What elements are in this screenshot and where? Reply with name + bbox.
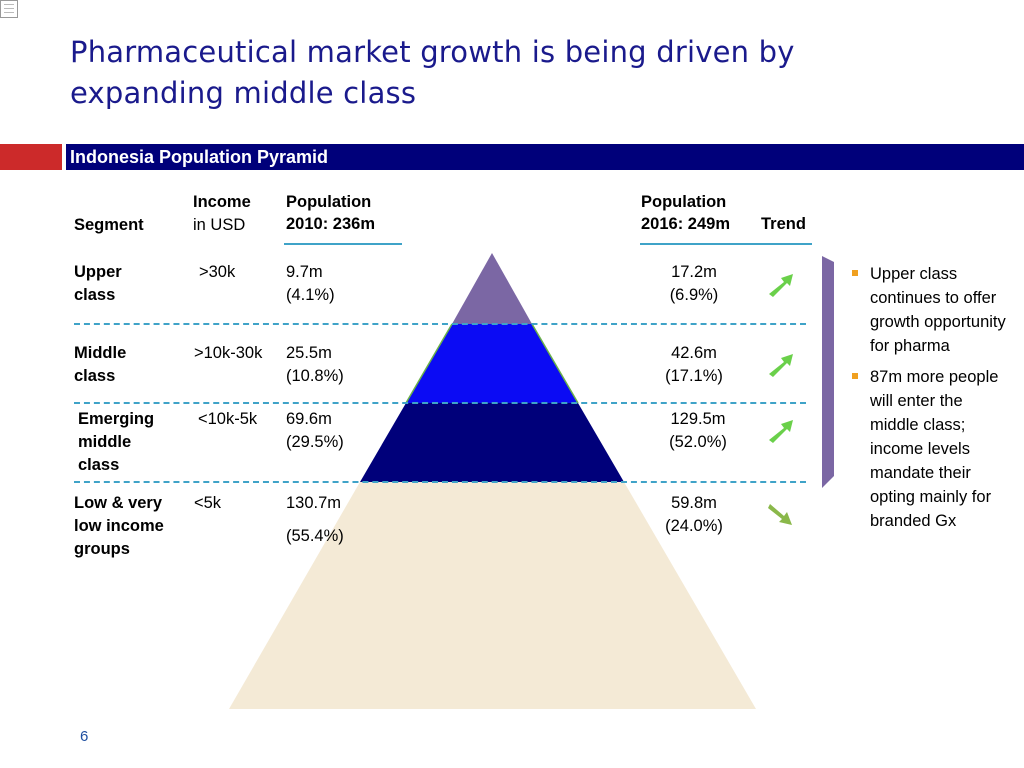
pop2016-upper-class: 17.2m (6.9%) bbox=[669, 263, 719, 304]
pop2010-emerging-middle-class: 69.6m (29.5%) bbox=[286, 410, 344, 451]
bullet-square-icon bbox=[852, 373, 858, 379]
header-trend: Trend bbox=[761, 215, 806, 233]
row-divider-1 bbox=[74, 323, 806, 325]
pop2016-middle-class: 42.6m (17.1%) bbox=[665, 344, 723, 385]
bullet-square-icon bbox=[852, 270, 858, 276]
trend-down-arrow-icon bbox=[768, 504, 792, 525]
pop2010-low-income-groups: 130.7m (55.4%) bbox=[286, 494, 344, 545]
document-icon bbox=[0, 0, 18, 18]
pyramid-upper-class bbox=[452, 253, 532, 324]
header-underline-2016 bbox=[640, 243, 812, 245]
slide-title-line-1: Pharmaceutical market growth is being dr… bbox=[70, 35, 795, 69]
segment-middle-class: Middle class bbox=[74, 344, 127, 385]
pop2010-upper-class: 9.7m (4.1%) bbox=[286, 263, 335, 304]
bullet-item: 87m more people will enter the middle cl… bbox=[848, 365, 1008, 533]
page-number: 6 bbox=[80, 728, 89, 745]
pop2010-middle-class: 25.5m (10.8%) bbox=[286, 344, 344, 385]
header-population-2010: Population 2010: 236m bbox=[286, 193, 375, 233]
row-divider-2 bbox=[74, 402, 806, 404]
trend-up-arrow-icon bbox=[769, 420, 793, 443]
pop2016-emerging-middle-class: 129.5m (52.0%) bbox=[669, 410, 727, 451]
section-header: Indonesia Population Pyramid bbox=[66, 144, 1024, 170]
trend-up-arrow-icon bbox=[769, 354, 793, 377]
header-income: Income in USD bbox=[193, 193, 251, 234]
header-population-2016: Population 2016: 249m bbox=[641, 193, 730, 233]
header-segment: Segment bbox=[74, 216, 144, 234]
segment-low-income-groups: Low & very low income groups bbox=[74, 494, 164, 558]
segment-upper-class: Upper class bbox=[74, 263, 122, 304]
slide-title-line-2: expanding middle class bbox=[70, 76, 417, 110]
bracket-shape bbox=[822, 256, 834, 488]
pyramid-middle-class bbox=[406, 324, 578, 403]
income-low-income-groups: <5k bbox=[194, 494, 222, 512]
pyramid-emerging-middle bbox=[360, 403, 624, 482]
income-emerging-middle-class: <10k-5k bbox=[198, 410, 258, 428]
income-middle-class: >10k-30k bbox=[194, 344, 263, 362]
accent-bar bbox=[0, 144, 62, 170]
segment-emerging-middle-class: Emerging middle class bbox=[78, 410, 155, 474]
row-divider-3 bbox=[74, 481, 806, 483]
pop2016-low-income-groups: 59.8m (24.0%) bbox=[665, 494, 723, 535]
income-upper-class: >30k bbox=[199, 263, 236, 281]
trend-up-arrow-icon bbox=[769, 274, 793, 297]
slide-title: Pharmaceutical market growth is being dr… bbox=[70, 32, 970, 114]
header-underline-2010 bbox=[284, 243, 402, 245]
bullet-item: Upper class continues to offer growth op… bbox=[848, 262, 1008, 358]
insight-bullets: Upper class continues to offer growth op… bbox=[848, 262, 1008, 540]
